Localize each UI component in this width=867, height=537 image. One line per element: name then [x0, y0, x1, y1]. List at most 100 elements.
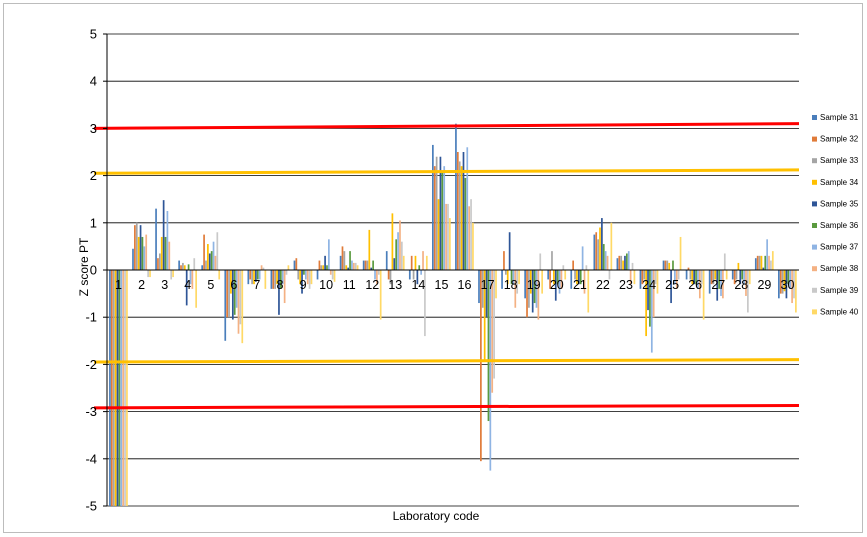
bar [410, 255, 413, 270]
bar [616, 258, 619, 270]
bar [258, 270, 261, 280]
y-tick-label: -2 [85, 357, 97, 372]
bar [685, 270, 688, 280]
bar [455, 123, 457, 271]
bar [155, 208, 157, 270]
bar [414, 255, 417, 270]
category-label: 15 [435, 278, 449, 292]
legend-label: Sample 38 [820, 264, 859, 273]
y-tick-label: 4 [90, 74, 97, 89]
bar [233, 270, 236, 315]
bar [280, 270, 282, 289]
category-label: 11 [343, 278, 356, 292]
category-label: 3 [161, 278, 168, 292]
bar [779, 270, 782, 294]
reference-line [93, 358, 800, 364]
legend-swatch [812, 201, 817, 207]
bar [643, 270, 646, 280]
bar [672, 260, 674, 270]
bar [652, 270, 655, 318]
bar [341, 246, 344, 270]
bar [224, 270, 227, 341]
bar [339, 255, 342, 270]
bar [583, 270, 586, 294]
bar [391, 213, 394, 270]
bar [272, 270, 275, 289]
legend-label: Sample 36 [820, 221, 859, 230]
bar [160, 236, 163, 270]
category-label: 5 [207, 278, 214, 292]
axes [103, 33, 799, 507]
bar [795, 270, 797, 313]
bar [433, 166, 436, 270]
bar [783, 270, 786, 292]
bar [306, 270, 309, 285]
bar [149, 270, 151, 278]
bar [664, 260, 667, 270]
bar [551, 251, 553, 270]
bar [524, 270, 526, 299]
bar [528, 270, 530, 308]
bar [310, 270, 313, 285]
bar [397, 232, 399, 270]
bar [791, 270, 793, 304]
bar [333, 270, 336, 282]
bar [189, 270, 192, 285]
reference-line [93, 403, 800, 410]
bar [441, 170, 444, 270]
legend-label: Sample 33 [820, 156, 859, 165]
category-label: 14 [411, 278, 425, 292]
bar [214, 255, 217, 270]
bar [468, 206, 471, 270]
bar [574, 270, 576, 280]
bar [504, 270, 507, 275]
bar [362, 260, 365, 270]
bar [710, 270, 713, 285]
bar [549, 270, 551, 289]
bar [157, 258, 159, 270]
y-tick-label: 3 [90, 121, 97, 136]
bar [735, 270, 738, 280]
bar [674, 270, 676, 285]
bar [395, 239, 398, 270]
bar [741, 270, 744, 280]
bar [114, 270, 117, 506]
bar [487, 270, 490, 422]
bar [483, 270, 486, 363]
bar [208, 253, 211, 270]
bar [456, 152, 459, 270]
bar [255, 270, 257, 282]
bar [237, 270, 240, 334]
bar [112, 270, 115, 506]
bar [402, 255, 405, 270]
bar [379, 270, 382, 320]
bar [501, 270, 503, 289]
bar [539, 253, 542, 270]
bar [352, 262, 355, 270]
bar [606, 255, 609, 270]
bar [485, 270, 488, 318]
y-tick-label: 1 [90, 215, 97, 230]
legend-swatch [812, 158, 817, 164]
category-label: 29 [757, 278, 771, 292]
legend-label: Sample 32 [820, 135, 859, 144]
bar [620, 255, 623, 270]
y-tick-label: -5 [85, 499, 97, 514]
reference-lines [93, 122, 800, 410]
bar [656, 270, 659, 294]
bar [481, 270, 484, 308]
bar [116, 270, 119, 506]
bar [170, 270, 173, 280]
bar [356, 265, 359, 270]
bar [754, 258, 757, 270]
bar [460, 166, 463, 270]
bar [212, 241, 215, 270]
bar [641, 270, 644, 285]
bar [560, 270, 563, 289]
bar [239, 270, 242, 325]
bar [587, 270, 590, 313]
bar [264, 270, 267, 289]
bar [122, 270, 125, 506]
legend-swatch [812, 244, 817, 250]
y-tick-labels: -5 -4 -3 -2 -1 0 1 2 3 4 5 [85, 27, 97, 514]
